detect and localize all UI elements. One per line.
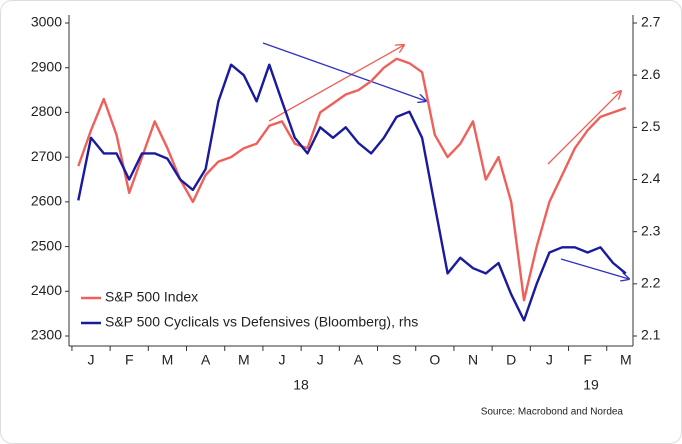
x-tick-label: J	[88, 352, 95, 368]
y2-tick-label: 2.6	[641, 66, 661, 82]
legend-label: S&P 500 Cyclicals vs Defensives (Bloombe…	[105, 314, 418, 330]
arrow	[268, 45, 404, 122]
x-tick-label: J	[317, 352, 324, 368]
series-line	[77, 57, 627, 302]
y2-tick-label: 2.1	[641, 327, 661, 343]
y2-tick-label: 2.4	[641, 170, 661, 186]
trend-arrows	[262, 42, 629, 279]
x-tick-label: J	[279, 352, 286, 368]
y2-tick-label: 2.3	[641, 222, 661, 238]
x-tick-label: M	[162, 352, 174, 368]
y2-tick-label: 2.2	[641, 275, 661, 291]
y-tick-label: 2500	[31, 237, 62, 253]
x-tick-label: M	[620, 352, 632, 368]
arrow	[547, 91, 621, 165]
y-tick-label: 3000	[31, 14, 62, 30]
y-tick-label: 2400	[31, 282, 62, 298]
x-tick-label: N	[468, 352, 478, 368]
y-tick-label: 2800	[31, 103, 62, 119]
arrow	[560, 258, 629, 279]
arrow	[262, 42, 426, 101]
x-tick-label: O	[429, 352, 440, 368]
y2-tick-label: 2.5	[641, 118, 661, 134]
x-tick-label: A	[201, 352, 211, 368]
y-tick-label: 2900	[31, 58, 62, 74]
x-tick-label: F	[125, 352, 134, 368]
y-tick-label: 2600	[31, 193, 62, 209]
year-label: 19	[583, 377, 599, 393]
y-tick-label: 2300	[31, 327, 62, 343]
series-line	[77, 63, 627, 322]
y-tick-label: 2700	[31, 148, 62, 164]
y2-tick-label: 2.7	[641, 14, 661, 30]
x-tick-label: J	[546, 352, 553, 368]
legend-label: S&P 500 Index	[105, 289, 198, 305]
x-tick-label: A	[354, 352, 364, 368]
year-label: 18	[293, 377, 309, 393]
x-tick-label: M	[238, 352, 250, 368]
x-tick-label: D	[506, 352, 516, 368]
source: Source: Macrobond and Nordea	[481, 407, 624, 418]
x-tick-label: F	[583, 352, 592, 368]
x-tick-label: S	[392, 352, 401, 368]
